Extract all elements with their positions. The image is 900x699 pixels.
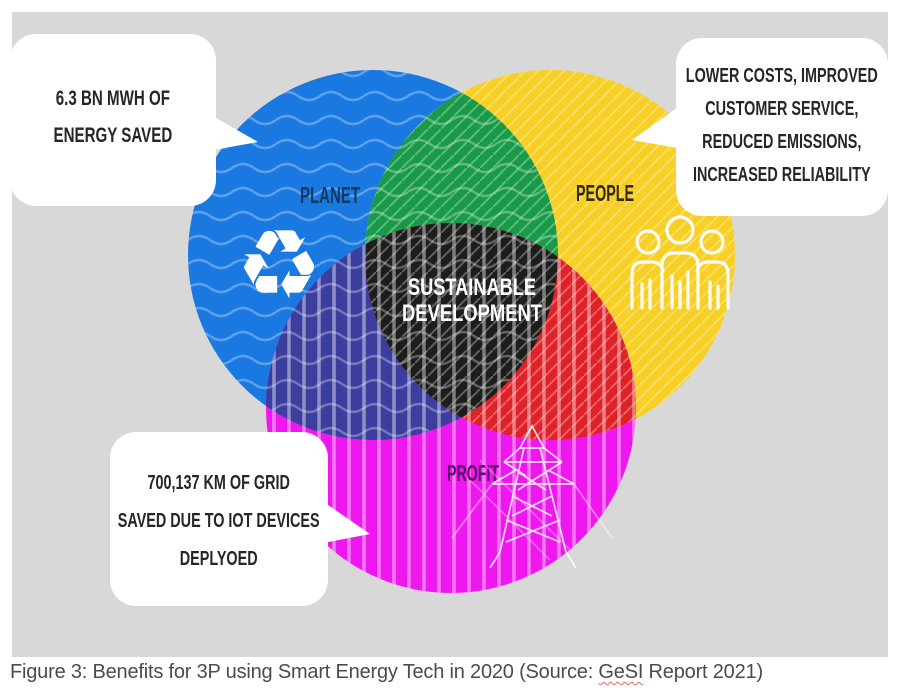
profit-callout: 700,137 KM OF GRID SAVED DUE TO IOT DEVI… [110,432,328,606]
planet-callout-tail [202,110,258,152]
callout-line: SAVED DUE TO IOT DEVICES [118,510,320,532]
callout-line: 700,137 KM OF GRID [147,472,291,494]
people-icon [630,215,730,310]
caption-suffix: Report 2021) [643,661,764,683]
planet-label: PLANET [300,182,360,208]
recycle-icon: ♻︎ [235,209,323,321]
venn-diagram: PLANET PEOPLE PROFIT SUSTAINABLE DEVELOP… [188,70,735,593]
profit-label: PROFIT [447,460,499,486]
transmission-tower-icon [451,424,613,569]
callout-line: CUSTOMER SERVICE, [705,98,859,120]
callout-line: ENERGY SAVED [53,124,173,147]
people-label: PEOPLE [576,180,634,206]
profit-callout-tail [318,498,370,544]
callout-line: REDUCED EMISSIONS, [702,131,862,153]
people-callout-tail [632,100,688,150]
center-label-line2: DEVELOPMENT [402,300,542,327]
planet-callout: 6.3 BN MWH OF ENERGY SAVED [10,34,216,206]
planet-callout-text: 6.3 BN MWH OF ENERGY SAVED [17,34,210,206]
callout-line: DEPLYOED [180,548,258,570]
caption-prefix: Figure 3: Benefits for 3P using Smart En… [10,661,599,683]
callout-line: LOWER COSTS, IMPROVED [685,65,879,87]
caption-source-word: GeSI [598,661,644,683]
people-callout-text: LOWER COSTS, IMPROVED CUSTOMER SERVICE, … [683,38,881,216]
people-callout: LOWER COSTS, IMPROVED CUSTOMER SERVICE, … [676,38,888,216]
profit-callout-text: 700,137 KM OF GRID SAVED DUE TO IOT DEVI… [117,432,321,606]
figure-caption: Figure 3: Benefits for 3P using Smart En… [10,661,898,684]
center-label-line1: SUSTAINABLE [408,274,536,301]
callout-line: 6.3 BN MWH OF [55,87,171,110]
callout-line: INCREASED RELIABILITY [693,164,871,186]
